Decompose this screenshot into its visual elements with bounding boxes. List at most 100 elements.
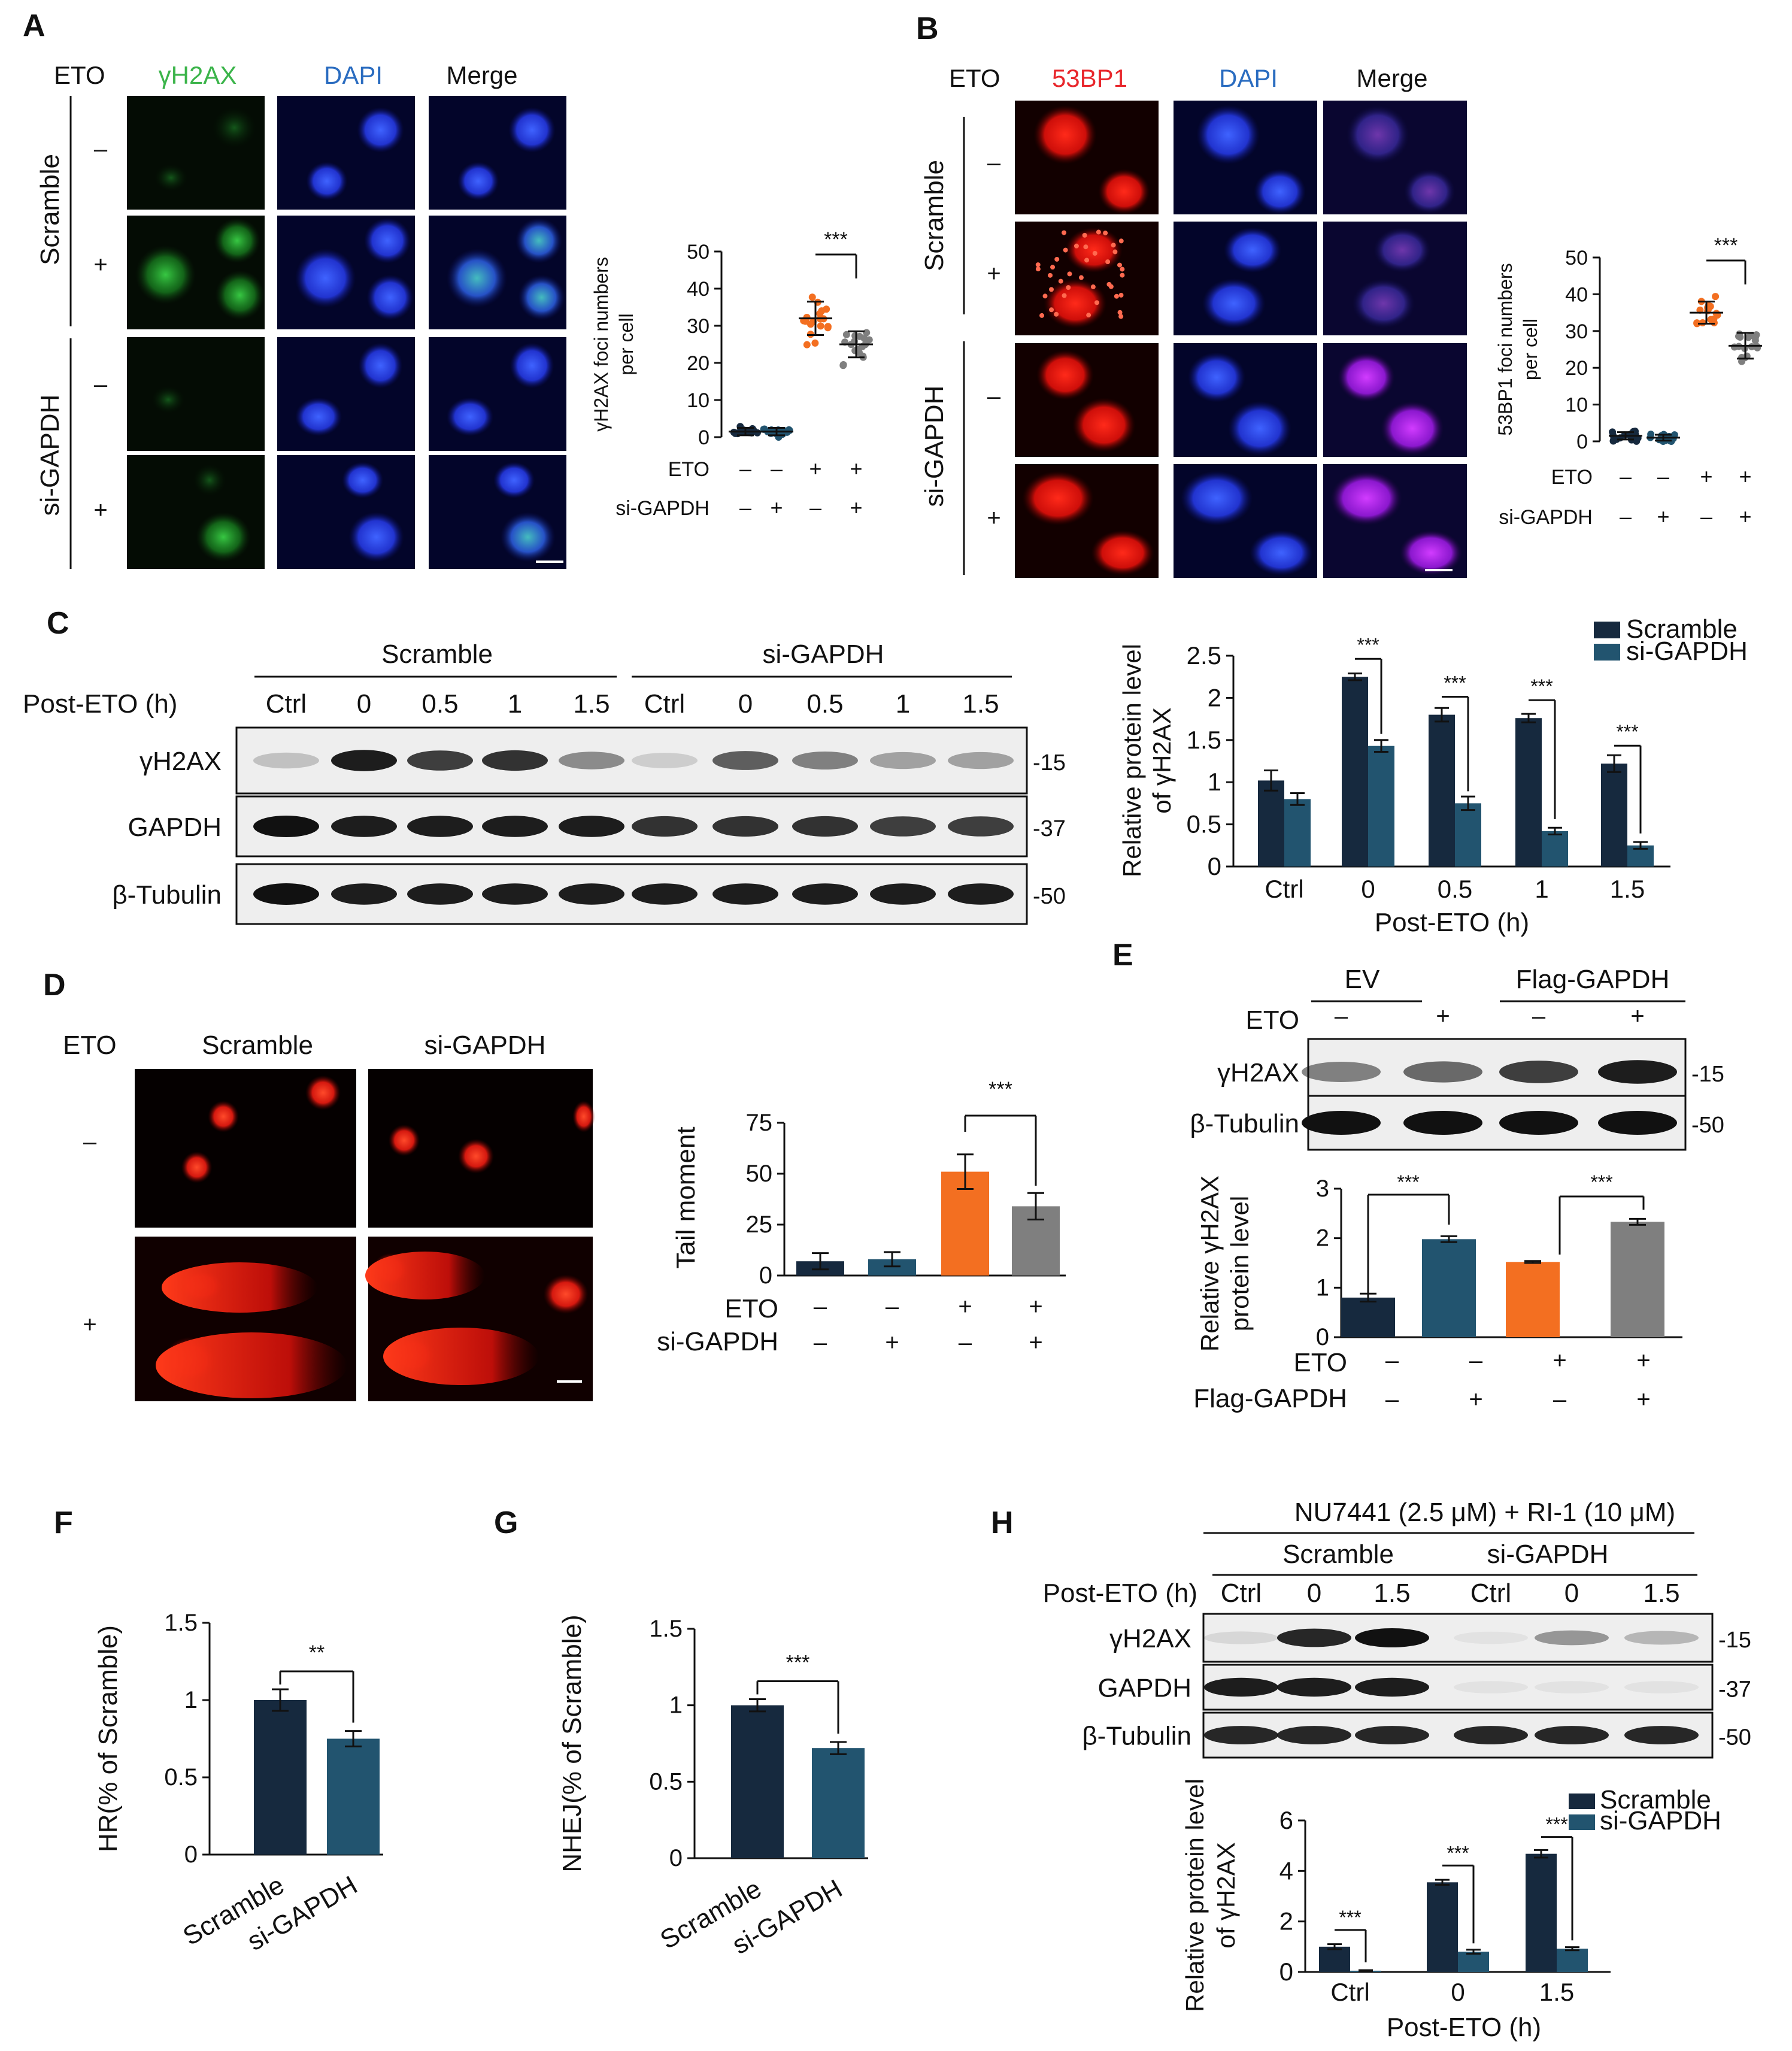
row-sign: + — [93, 252, 107, 278]
scale-bar — [536, 561, 563, 563]
condition-sign: + — [809, 456, 821, 481]
focus-dot — [1063, 247, 1068, 253]
y-tick-label: 1 — [1316, 1274, 1329, 1301]
condition-sign: + — [850, 456, 862, 481]
nucleus — [1036, 350, 1094, 400]
bar — [1506, 1262, 1560, 1337]
mw-marker: -50 — [1691, 1113, 1724, 1138]
scale-bar — [1425, 569, 1453, 571]
protein-band — [792, 883, 858, 905]
data-point — [1609, 428, 1617, 436]
micrograph-gh2ax — [127, 455, 265, 569]
time-axis-label: Post-ETO (h) — [23, 689, 177, 719]
condition-sign: – — [739, 456, 751, 481]
y-tick-label: 1 — [184, 1687, 198, 1713]
bar — [1458, 1952, 1489, 1972]
row-sign: + — [83, 1311, 96, 1338]
comet-tail — [156, 1332, 347, 1398]
protein-band — [870, 883, 936, 905]
y-tick-label: 0.5 — [649, 1768, 683, 1795]
panel-letter-b: B — [916, 11, 939, 46]
nucleus — [1224, 227, 1281, 273]
nucleus — [366, 274, 414, 320]
condition-sign: – — [809, 495, 821, 520]
group-label: EV — [1345, 965, 1380, 994]
group-label: si-GAPDH — [920, 386, 949, 507]
micrograph-53bp1 — [1015, 101, 1159, 214]
y-axis-label: of γH2AX — [1148, 707, 1176, 813]
protein-band — [1454, 1681, 1528, 1693]
y-axis-label: Relative protein level — [1181, 1779, 1209, 2012]
condition-sign: + — [1657, 504, 1669, 529]
micrograph-merge — [429, 455, 566, 569]
group-label: si-GAPDH — [35, 395, 65, 516]
protein-band — [712, 883, 778, 905]
protein-band — [1403, 1061, 1482, 1083]
eto-header: ETO — [949, 64, 1000, 92]
micrograph-gh2ax — [127, 216, 265, 329]
protein-band — [407, 816, 473, 837]
data-point — [839, 360, 847, 368]
blot-label: γH2AX — [1217, 1058, 1299, 1087]
data-point — [856, 332, 863, 340]
y-tick-label: 0 — [184, 1841, 198, 1868]
micrograph-dapi — [277, 455, 415, 569]
treatment-header: NU7441 (2.5 μM) + RI-1 (10 μM) — [1294, 1498, 1675, 1527]
significance-label: *** — [1530, 675, 1553, 697]
legend-label: Scramble — [1626, 614, 1738, 644]
focus-dot — [1096, 229, 1101, 235]
comet-image — [135, 1069, 356, 1228]
focus-dot — [1058, 278, 1063, 284]
blot-label: β-Tubulin — [1082, 1722, 1191, 1751]
x-tick-label: 0 — [1361, 875, 1375, 903]
protein-band — [1277, 1726, 1351, 1744]
condition-sign: + — [850, 495, 862, 520]
row-sign: – — [987, 383, 1001, 410]
protein-band — [1302, 1111, 1381, 1135]
x-tick-label: 0.5 — [1438, 875, 1472, 903]
nucleus — [388, 1124, 420, 1156]
mw-marker: -37 — [1718, 1677, 1751, 1702]
condition-sign: + — [958, 1293, 972, 1320]
nucleus — [500, 512, 556, 562]
mw-marker: -15 — [1033, 750, 1066, 775]
protein-band — [559, 752, 624, 769]
lane-label: 1.5 — [1373, 1579, 1410, 1608]
lane-label: 0 — [1564, 1579, 1579, 1608]
protein-band — [1302, 1062, 1381, 1082]
data-point — [818, 307, 826, 315]
condition-sign: – — [886, 1293, 899, 1320]
nucleus — [446, 249, 508, 308]
nucleus — [518, 274, 565, 320]
protein-band — [1499, 1061, 1578, 1083]
nucleus — [135, 245, 196, 305]
protein-band — [482, 883, 548, 905]
condition-sign: – — [1385, 1386, 1399, 1413]
condition-sign: – — [1620, 464, 1632, 489]
bar — [254, 1700, 307, 1855]
protein-band — [331, 883, 397, 905]
bar — [1368, 746, 1394, 867]
protein-band — [482, 816, 548, 837]
focus-dot — [1114, 293, 1119, 299]
data-point — [1647, 431, 1655, 438]
nucleus — [1381, 401, 1444, 456]
nucleus — [295, 249, 356, 308]
protein-band — [870, 816, 936, 837]
protein-band — [559, 883, 624, 905]
row-sign: – — [94, 371, 108, 398]
significance-label: *** — [1397, 1171, 1419, 1193]
nucleus — [212, 107, 257, 149]
condition-sign: – — [959, 1329, 972, 1356]
lane-label: Ctrl — [1221, 1579, 1262, 1608]
protein-band — [1535, 1630, 1609, 1646]
comet-image — [368, 1069, 595, 1228]
nucleus — [1250, 530, 1313, 576]
focus-dot — [1120, 266, 1125, 272]
lane-sign: + — [1630, 1003, 1644, 1029]
y-tick-label: 2 — [1208, 683, 1221, 711]
significance-label: *** — [824, 228, 848, 251]
y-axis-label: γH2AX foci numbers — [590, 257, 612, 432]
group-label: Scramble — [920, 160, 949, 271]
condition-sign: + — [1469, 1386, 1482, 1413]
